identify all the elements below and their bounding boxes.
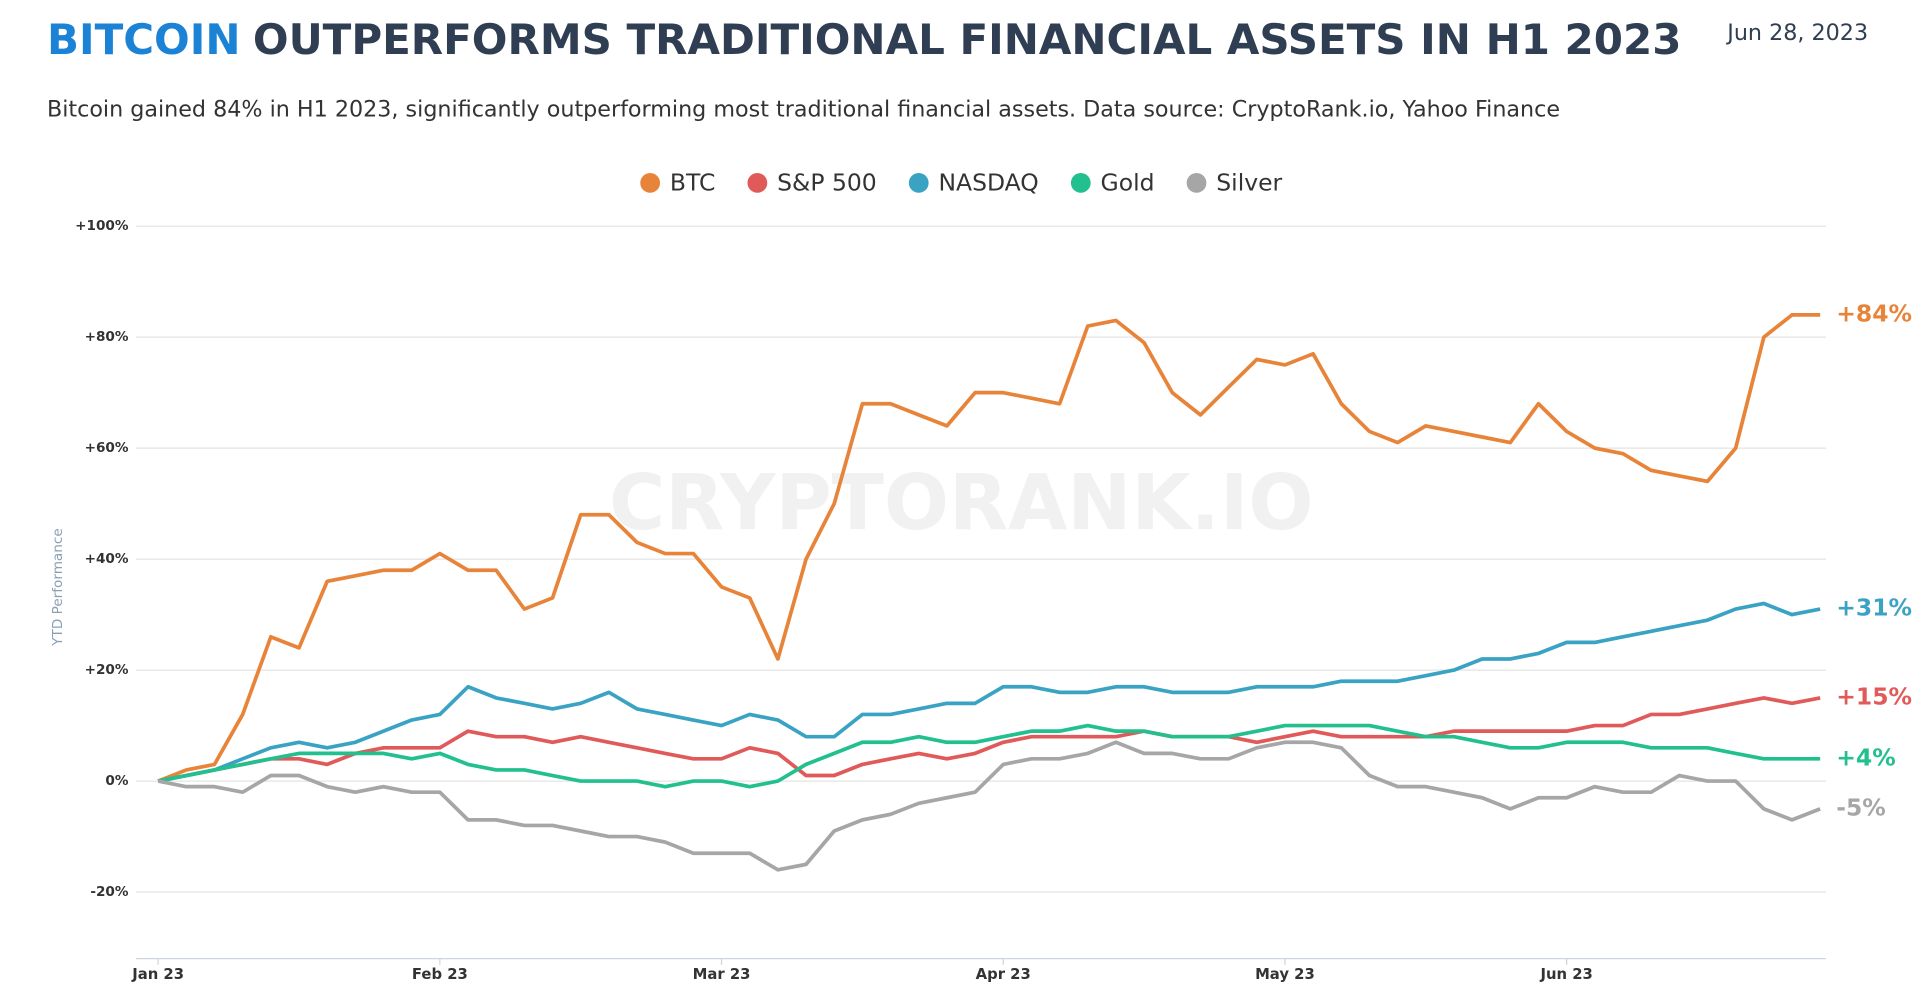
legend-item: Silver [1186, 169, 1283, 197]
end-label: +4% [1836, 743, 1896, 771]
series-line [157, 740, 1821, 872]
legend-item: Gold [1070, 169, 1155, 197]
y-tick-label: +20% [85, 662, 129, 678]
series-line [157, 601, 1821, 783]
y-tick-label: +40% [85, 551, 129, 567]
y-tick-label: +60% [85, 440, 129, 456]
legend-label: Gold [1101, 169, 1155, 197]
series-line [157, 696, 1821, 783]
legend-swatch [1070, 173, 1091, 193]
series-line [157, 313, 1821, 783]
x-tick-label: Jan 23 [131, 966, 184, 983]
legend-swatch [747, 173, 768, 193]
legend-label: Silver [1216, 169, 1282, 197]
legend-swatch [640, 173, 661, 193]
legend-label: NASDAQ [939, 169, 1039, 197]
subtitle: Bitcoin gained 84% in H1 2023, significa… [47, 96, 1560, 122]
legend-item: S&P 500 [747, 169, 877, 197]
legend: BTC S&P 500 NASDAQ Gold Silver [640, 169, 1283, 197]
title-rest: OUTPERFORMS TRADITIONAL FINANCIAL ASSETS… [253, 15, 1682, 64]
x-tick-label: Feb 23 [412, 966, 468, 983]
watermark: CRYPTORANK.IO [609, 459, 1313, 548]
y-tick-label: -20% [90, 884, 129, 900]
end-label: +84% [1836, 299, 1912, 327]
legend-swatch [908, 173, 929, 193]
x-tick-label: Mar 23 [693, 966, 751, 983]
legend-item: BTC [640, 169, 715, 197]
end-label: +15% [1836, 682, 1912, 710]
end-label: -5% [1836, 793, 1886, 821]
x-tick-label: Jun 23 [1539, 966, 1592, 983]
y-axis-label: YTD Performance [50, 528, 66, 646]
chart-title: BITCOIN OUTPERFORMS TRADITIONAL FINANCIAL… [47, 15, 1681, 64]
legend-swatch [1186, 173, 1207, 193]
x-tick-label: May 23 [1255, 966, 1315, 983]
y-tick-label: +80% [85, 329, 129, 345]
legend-label: S&P 500 [777, 169, 877, 197]
legend-item: NASDAQ [908, 169, 1039, 197]
x-tick-label: Apr 23 [976, 966, 1031, 983]
title-highlight: BITCOIN [47, 15, 241, 64]
series-line [157, 723, 1821, 789]
y-tick-label: 0% [105, 773, 128, 789]
end-label: +31% [1836, 594, 1912, 622]
legend-label: BTC [670, 169, 715, 197]
y-tick-label: +100% [75, 218, 129, 234]
date: Jun 28, 2023 [1725, 20, 1868, 46]
